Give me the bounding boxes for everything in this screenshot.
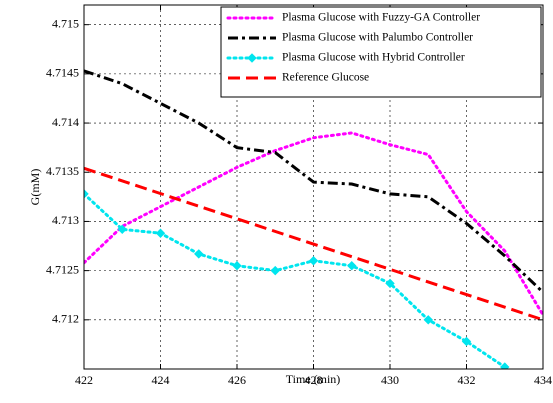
series-1 [84,131,543,317]
data-point [155,228,166,238]
y-tick-label: 4.713 [52,213,79,227]
legend-box [220,6,542,98]
y-tick-label: 4.715 [52,16,79,30]
x-tick-label: 434 [534,373,552,387]
x-tick-label: 428 [305,373,323,387]
data-point [117,224,127,235]
data-point [500,362,510,369]
x-tick-label: 430 [381,373,399,387]
tick-labels: 422 424 426 428 430 432 434 4.712 4.7125 4.713 4.7… [46,16,552,386]
y-tick-label: 4.714 [52,115,79,129]
y-tick-label: 4.7145 [46,66,79,80]
data-point [270,265,280,276]
data-point [461,336,472,347]
y-tick-label: 4.7125 [46,262,79,276]
series-line [84,69,543,294]
data-point [194,249,204,259]
data-point [308,256,319,266]
series-line [84,192,507,369]
legend-label: Reference Glucose [282,72,369,84]
data-point [385,278,395,289]
data-point [232,260,242,271]
series-line [84,166,543,322]
data-point [84,189,89,199]
data-point [347,260,357,271]
y-tick-label: 4.712 [52,312,79,326]
legend-label: Plasma Glucose with Palumbo Controller [282,32,473,44]
data-point [423,315,433,325]
x-tick-label: 422 [75,373,93,387]
series-2 [84,69,543,294]
series-layer [84,69,543,369]
x-tick-label: 426 [228,373,246,387]
legend-label: Plasma Glucose with Hybrid Controller [282,52,465,64]
legend-marker [247,53,257,63]
x-tick-label: 424 [152,373,170,387]
x-axis-label: Time (min) [286,372,341,386]
y-axis-label: G(mM) [28,169,42,206]
legend: Plasma Glucose with Fuzzy-GA Controller P… [220,6,542,98]
series-3 [84,189,510,369]
legend-label: Plasma Glucose with Fuzzy-GA Controller [282,12,480,24]
y-tick-label: 4.7135 [46,164,79,178]
series-line [84,131,543,317]
x-tick-label: 432 [458,373,476,387]
series-4 [84,166,543,322]
